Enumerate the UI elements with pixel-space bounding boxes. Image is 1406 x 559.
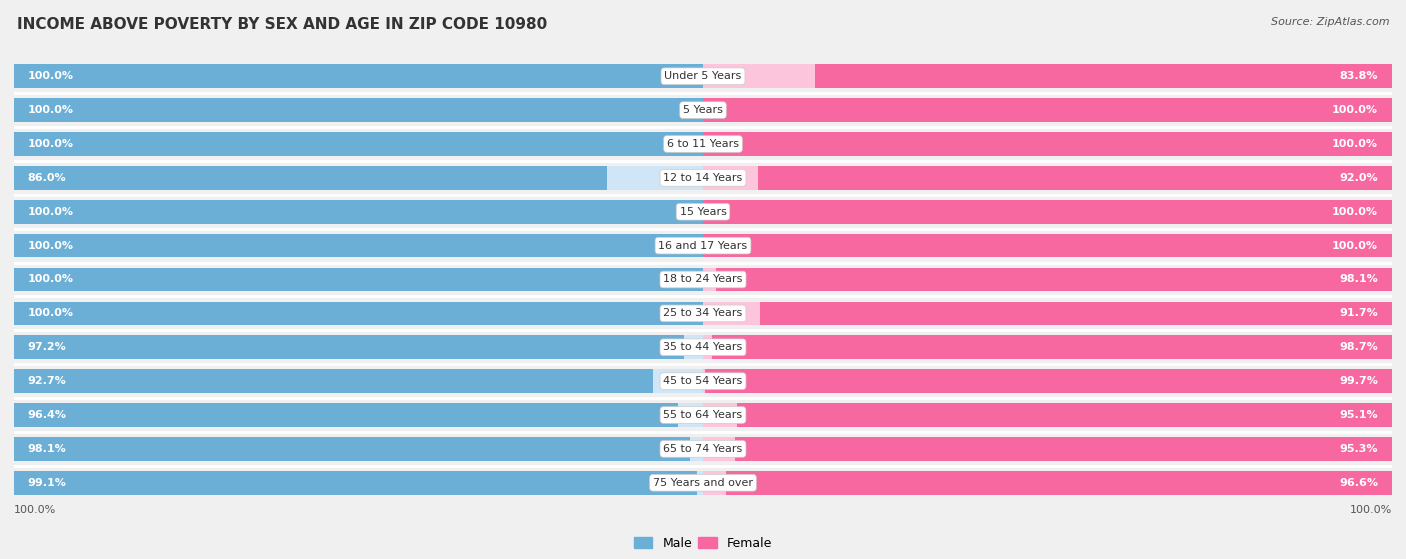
Text: 5 Years: 5 Years xyxy=(683,105,723,115)
Text: 98.7%: 98.7% xyxy=(1340,342,1378,352)
Text: 98.1%: 98.1% xyxy=(28,444,66,454)
Text: Under 5 Years: Under 5 Years xyxy=(665,71,741,81)
Text: 100.0%: 100.0% xyxy=(28,240,75,250)
Bar xyxy=(703,471,1392,495)
Bar xyxy=(14,132,703,156)
Bar xyxy=(14,301,703,325)
Bar xyxy=(14,200,703,224)
Text: 18 to 24 Years: 18 to 24 Years xyxy=(664,274,742,285)
Bar xyxy=(14,234,703,258)
Text: 95.1%: 95.1% xyxy=(1340,410,1378,420)
Text: 45 to 54 Years: 45 to 54 Years xyxy=(664,376,742,386)
Text: 100.0%: 100.0% xyxy=(1331,139,1378,149)
Text: 16 and 17 Years: 16 and 17 Years xyxy=(658,240,748,250)
Bar xyxy=(14,268,703,291)
Bar xyxy=(703,403,1392,427)
Bar xyxy=(703,268,1392,291)
Text: 99.1%: 99.1% xyxy=(28,478,66,488)
Text: 100.0%: 100.0% xyxy=(28,105,75,115)
Text: 55 to 64 Years: 55 to 64 Years xyxy=(664,410,742,420)
Bar xyxy=(703,200,1392,224)
Text: 96.6%: 96.6% xyxy=(1339,478,1378,488)
Text: 100.0%: 100.0% xyxy=(14,505,56,515)
Bar xyxy=(14,98,703,122)
Bar xyxy=(703,166,1392,190)
Bar xyxy=(758,166,1392,190)
Text: INCOME ABOVE POVERTY BY SEX AND AGE IN ZIP CODE 10980: INCOME ABOVE POVERTY BY SEX AND AGE IN Z… xyxy=(17,17,547,32)
Bar xyxy=(703,301,1392,325)
Text: 83.8%: 83.8% xyxy=(1340,71,1378,81)
Text: Source: ZipAtlas.com: Source: ZipAtlas.com xyxy=(1271,17,1389,27)
Text: 15 Years: 15 Years xyxy=(679,207,727,217)
Bar xyxy=(703,234,1392,258)
Text: 95.3%: 95.3% xyxy=(1340,444,1378,454)
Text: 100.0%: 100.0% xyxy=(1350,505,1392,515)
Text: 100.0%: 100.0% xyxy=(28,309,75,319)
Bar xyxy=(14,335,683,359)
Text: 100.0%: 100.0% xyxy=(28,274,75,285)
Bar xyxy=(14,200,703,224)
Bar xyxy=(703,98,1392,122)
Bar xyxy=(14,369,703,393)
Bar xyxy=(704,369,1392,393)
Text: 100.0%: 100.0% xyxy=(1331,105,1378,115)
Text: 92.7%: 92.7% xyxy=(28,376,66,386)
Bar xyxy=(14,166,606,190)
Bar xyxy=(703,335,1392,359)
Text: 96.4%: 96.4% xyxy=(28,410,67,420)
Text: 100.0%: 100.0% xyxy=(1331,207,1378,217)
Text: 12 to 14 Years: 12 to 14 Years xyxy=(664,173,742,183)
Bar xyxy=(703,234,1392,258)
Text: 86.0%: 86.0% xyxy=(28,173,66,183)
Bar xyxy=(703,132,1392,156)
Bar xyxy=(14,437,690,461)
Text: 99.7%: 99.7% xyxy=(1340,376,1378,386)
Bar xyxy=(737,403,1392,427)
Bar xyxy=(814,64,1392,88)
Text: 75 Years and over: 75 Years and over xyxy=(652,478,754,488)
Bar xyxy=(14,234,703,258)
Text: 6 to 11 Years: 6 to 11 Years xyxy=(666,139,740,149)
Text: 25 to 34 Years: 25 to 34 Years xyxy=(664,309,742,319)
Bar xyxy=(703,132,1392,156)
Text: 35 to 44 Years: 35 to 44 Years xyxy=(664,342,742,352)
Text: 100.0%: 100.0% xyxy=(28,207,75,217)
Bar xyxy=(14,369,652,393)
Bar xyxy=(14,98,703,122)
Text: 65 to 74 Years: 65 to 74 Years xyxy=(664,444,742,454)
Bar xyxy=(14,335,703,359)
Bar xyxy=(703,369,1392,393)
Text: 100.0%: 100.0% xyxy=(28,139,75,149)
Bar xyxy=(14,268,703,291)
Bar xyxy=(711,335,1392,359)
Text: 91.7%: 91.7% xyxy=(1340,309,1378,319)
Bar xyxy=(703,437,1392,461)
Bar xyxy=(14,301,703,325)
Legend: Male, Female: Male, Female xyxy=(628,532,778,555)
Bar xyxy=(14,403,678,427)
Bar xyxy=(716,268,1392,291)
Bar xyxy=(14,64,703,88)
Bar xyxy=(14,166,703,190)
Bar xyxy=(761,301,1392,325)
Text: 100.0%: 100.0% xyxy=(28,71,75,81)
Bar xyxy=(14,471,703,495)
Bar xyxy=(14,471,697,495)
Bar xyxy=(703,98,1392,122)
Bar xyxy=(703,200,1392,224)
Bar xyxy=(14,132,703,156)
Text: 92.0%: 92.0% xyxy=(1340,173,1378,183)
Bar xyxy=(703,64,1392,88)
Text: 100.0%: 100.0% xyxy=(1331,240,1378,250)
Bar xyxy=(14,437,703,461)
Text: 97.2%: 97.2% xyxy=(28,342,66,352)
Text: 98.1%: 98.1% xyxy=(1340,274,1378,285)
Bar xyxy=(727,471,1392,495)
Bar xyxy=(14,403,703,427)
Bar xyxy=(735,437,1392,461)
Bar xyxy=(14,64,703,88)
